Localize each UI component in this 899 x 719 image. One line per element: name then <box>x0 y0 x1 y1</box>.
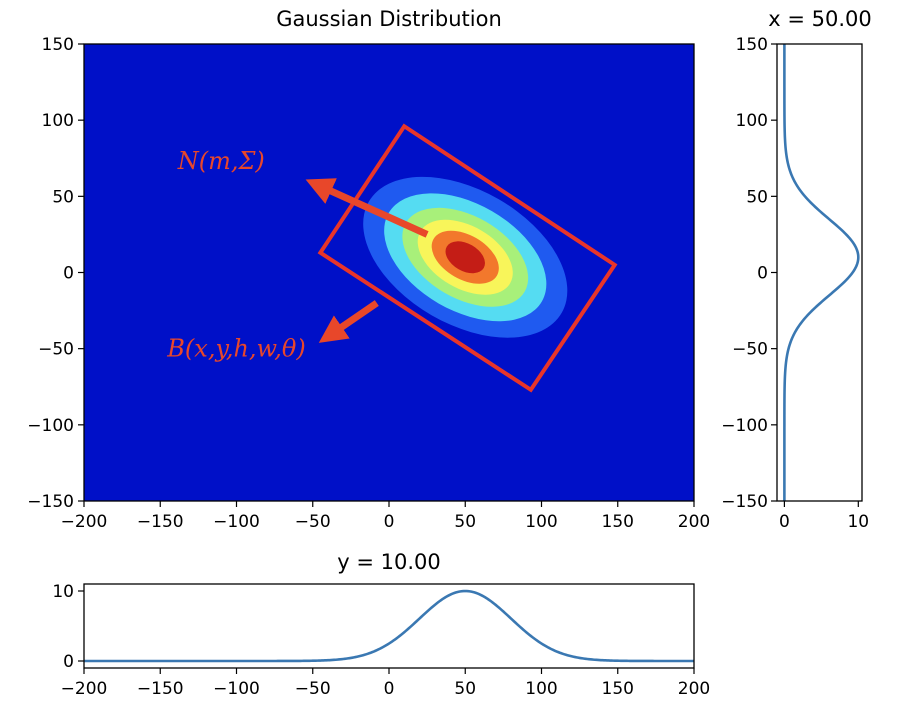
bottom-x-tick-label: −50 <box>295 679 331 699</box>
main-x-tick-label: −150 <box>137 512 184 532</box>
right-x-tick-label: 10 <box>847 512 869 532</box>
right-y-tick-label: 150 <box>736 35 768 55</box>
bottom-y-tick-label: 0 <box>63 652 74 672</box>
main-x-tick-label: −100 <box>213 512 260 532</box>
right-frame <box>776 43 863 502</box>
right-y-tick-label: −150 <box>721 492 768 512</box>
right-title: x = 50.00 <box>768 7 872 31</box>
right-y-ticks: −150 −100 −50 0 50 100 150 <box>721 35 777 512</box>
contour-group <box>363 176 568 338</box>
main-y-tick-label: −100 <box>27 416 74 436</box>
main-y-tick-label: 50 <box>52 187 74 207</box>
main-x-tick-label: −200 <box>61 512 108 532</box>
main-x-tick-label: 200 <box>678 512 710 532</box>
bottom-frame <box>83 583 695 669</box>
box-label: B(x,y,h,w,θ) <box>166 334 305 362</box>
right-x-tick-label: 0 <box>779 512 790 532</box>
main-title: Gaussian Distribution <box>276 7 502 31</box>
bottom-x-tick-label: −100 <box>213 679 260 699</box>
box-arrow <box>318 300 379 343</box>
bottom-x-tick-label: 150 <box>602 679 634 699</box>
mean-arrow <box>305 178 429 238</box>
main-x-tick-label: 150 <box>602 512 634 532</box>
right-x-ticks: 0 10 <box>779 501 869 532</box>
bottom-x-tick-label: 200 <box>678 679 710 699</box>
main-x-ticks: −200 −150 −100 −50 0 50 100 150 200 <box>61 501 710 532</box>
main-y-tick-label: 150 <box>42 35 74 55</box>
main-x-tick-label: 0 <box>384 512 395 532</box>
main-y-tick-label: −150 <box>27 492 74 512</box>
bottom-title: y = 10.00 <box>337 550 441 574</box>
bottom-x-tick-label: −200 <box>61 679 108 699</box>
bottom-x-tick-label: 50 <box>454 679 476 699</box>
main-x-tick-label: 50 <box>454 512 476 532</box>
right-y-tick-label: 0 <box>757 264 768 284</box>
bottom-panel: y = 10.00 −200 −150 −100 −50 0 50 100 150 200 0 1… <box>52 550 710 699</box>
bottom-y-tick-label: 10 <box>52 582 74 602</box>
contour-level-6 <box>445 241 485 274</box>
bottom-x-tick-label: 0 <box>384 679 395 699</box>
right-y-tick-label: −50 <box>732 340 768 360</box>
main-x-tick-label: 100 <box>525 512 557 532</box>
gaussian-label: N(m,Σ) <box>177 147 265 175</box>
right-profile-line <box>783 44 860 501</box>
main-y-ticks: −150 −100 −50 0 50 100 150 <box>27 35 84 512</box>
main-y-tick-label: 100 <box>42 111 74 131</box>
right-y-tick-label: 50 <box>746 187 768 207</box>
right-panel: x = 50.00 0 10 −150 −100 −50 0 50 100 150 <box>721 7 871 532</box>
main-y-tick-label: −50 <box>38 340 74 360</box>
bottom-x-tick-label: 100 <box>525 679 557 699</box>
bottom-x-tick-label: −150 <box>137 679 184 699</box>
main-x-tick-label: −50 <box>295 512 331 532</box>
main-panel: Gaussian Distribution N(m,Σ) B(x,y,h,w,θ… <box>27 7 710 532</box>
bottom-profile-line <box>84 589 694 663</box>
bottom-x-ticks: −200 −150 −100 −50 0 50 100 150 200 <box>61 668 710 699</box>
right-y-tick-label: 100 <box>736 111 768 131</box>
bottom-y-ticks: 0 10 <box>52 582 84 672</box>
bounding-box <box>317 123 618 393</box>
main-y-tick-label: 0 <box>63 264 74 284</box>
right-y-tick-label: −100 <box>721 416 768 436</box>
